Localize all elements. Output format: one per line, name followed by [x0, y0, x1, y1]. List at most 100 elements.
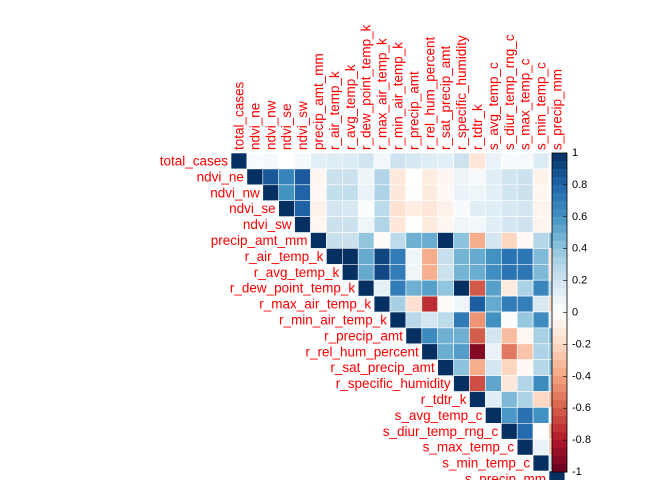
cell-r_air_temp_k-r_rel_hum_percent: [421, 248, 438, 265]
cell-r_air_temp_k-s_min_temp_c: [532, 248, 550, 265]
cell-r_sat_precip_amt-s_diur_temp_rng_c: [500, 359, 518, 376]
cell-total_cases-r_air_temp_k: [326, 152, 343, 170]
colorbar-segment: [552, 296, 567, 305]
cell-r_tdtr_k-r_tdtr_k: [469, 391, 486, 408]
row-label-r_max_air_temp_k: r_max_air_temp_k: [259, 297, 371, 312]
column-label-s_max_temp_c: s_max_temp_c: [518, 58, 533, 150]
cell-r_precip_amt-s_max_temp_c: [516, 327, 534, 345]
column-label-r_rel_hum_percent: r_rel_hum_percent: [422, 36, 437, 150]
colorbar-segment: [552, 376, 567, 385]
colorbar-segment: [552, 256, 567, 265]
row-label-r_air_temp_k: r_air_temp_k: [245, 249, 324, 264]
cell-ndvi_ne-r_avg_temp_k: [341, 168, 359, 186]
row-label-r_precip_amt: r_precip_amt: [324, 328, 403, 343]
cell-r_precip_amt-r_specific_humidity: [453, 327, 470, 345]
cell-r_avg_temp_k-r_tdtr_k: [469, 263, 486, 281]
cell-total_cases-s_min_temp_c: [532, 152, 550, 170]
cell-r_avg_temp_k-r_specific_humidity: [453, 263, 470, 281]
cell-ndvi_sw-r_dew_point_temp_k: [357, 216, 375, 233]
cell-ndvi_nw-ndvi_se: [278, 184, 295, 202]
cell-ndvi_nw-s_min_temp_c: [532, 184, 550, 202]
cell-r_max_air_temp_k-r_sat_precip_amt: [437, 295, 454, 313]
cell-r_sat_precip_amt-r_specific_humidity: [453, 359, 470, 376]
cell-r_specific_humidity-s_avg_temp_c: [485, 375, 502, 392]
colorbar-tick-label: 0.2: [572, 275, 587, 287]
cell-r_avg_temp_k-s_diur_temp_rng_c: [500, 263, 518, 281]
cell-total_cases-ndvi_ne: [246, 152, 264, 170]
cell-ndvi_sw-r_sat_precip_amt: [437, 216, 454, 233]
cell-ndvi_sw-s_max_temp_c: [516, 216, 534, 233]
colorbar-segment: [552, 304, 567, 313]
cell-ndvi_sw-r_precip_amt: [405, 216, 423, 233]
cell-ndvi_se-r_max_air_temp_k: [373, 200, 391, 217]
cell-r_dew_point_temp_k-r_min_air_temp_k: [389, 279, 407, 297]
cell-ndvi_sw-s_avg_temp_c: [485, 216, 502, 233]
colorbar-segment: [552, 240, 567, 249]
cell-total_cases-r_tdtr_k: [469, 152, 486, 170]
cell-r_air_temp_k-s_avg_temp_c: [485, 248, 502, 265]
row-label-r_min_air_temp_k: r_min_air_temp_k: [279, 312, 387, 327]
colorbar-segment: [552, 456, 567, 465]
row-label-r_rel_hum_percent: r_rel_hum_percent: [305, 344, 419, 359]
cell-r_air_temp_k-r_avg_temp_k: [341, 248, 359, 265]
row-label-ndvi_ne: ndvi_ne: [197, 169, 244, 184]
cell-r_air_temp_k-r_min_air_temp_k: [389, 248, 407, 265]
row-label-r_specific_humidity: r_specific_humidity: [336, 376, 451, 391]
cell-ndvi_se-r_specific_humidity: [453, 200, 470, 217]
cell-r_avg_temp_k-s_avg_temp_c: [485, 263, 502, 281]
cell-ndvi_ne-r_air_temp_k: [326, 168, 343, 186]
cell-r_precip_amt-s_min_temp_c: [532, 327, 550, 345]
cell-ndvi_nw-r_dew_point_temp_k: [357, 184, 375, 202]
cell-r_rel_hum_percent-r_tdtr_k: [469, 343, 486, 360]
cell-ndvi_se-r_precip_amt: [405, 200, 423, 217]
cell-precip_amt_mm-r_min_air_temp_k: [389, 232, 407, 249]
cell-r_min_air_temp_k-s_max_temp_c: [516, 311, 534, 329]
colorbar-segment: [552, 192, 567, 202]
row-label-ndvi_se: ndvi_se: [229, 201, 276, 216]
cell-ndvi_nw-precip_amt_mm: [310, 184, 327, 202]
cell-precip_amt_mm-r_dew_point_temp_k: [357, 232, 375, 249]
cell-ndvi_nw-r_rel_hum_percent: [421, 184, 438, 202]
cell-ndvi_nw-r_air_temp_k: [326, 184, 343, 202]
cell-ndvi_nw-r_max_air_temp_k: [373, 184, 391, 202]
cell-ndvi_nw-r_precip_amt: [405, 184, 423, 202]
cell-ndvi_ne-r_specific_humidity: [453, 168, 470, 186]
column-label-s_avg_temp_c: s_avg_temp_c: [486, 62, 501, 150]
cell-precip_amt_mm-s_diur_temp_rng_c: [500, 232, 518, 249]
cell-ndvi_se-r_dew_point_temp_k: [357, 200, 375, 217]
cell-precip_amt_mm-r_max_air_temp_k: [373, 232, 391, 249]
colorbar-segment: [552, 216, 567, 226]
cell-ndvi_se-r_tdtr_k: [469, 200, 486, 217]
row-label-s_precip_mm: s_precip_mm: [465, 471, 546, 480]
cell-ndvi_sw-s_diur_temp_rng_c: [500, 216, 518, 233]
cell-ndvi_ne-r_tdtr_k: [469, 168, 486, 186]
colorbar-segment: [552, 440, 567, 449]
colorbar-segment: [552, 424, 567, 433]
row-label-s_diur_temp_rng_c: s_diur_temp_rng_c: [383, 424, 499, 439]
cell-s_max_temp_c-s_min_temp_c: [532, 438, 550, 456]
cell-r_rel_hum_percent-s_min_temp_c: [532, 343, 550, 360]
cell-ndvi_sw-r_max_air_temp_k: [373, 216, 391, 233]
colorbar-segment: [552, 168, 567, 178]
colorbar-segment: [552, 200, 567, 210]
row-label-s_avg_temp_c: s_avg_temp_c: [395, 408, 483, 423]
cell-r_specific_humidity-s_diur_temp_rng_c: [500, 375, 518, 392]
cell-precip_amt_mm-r_rel_hum_percent: [421, 232, 438, 249]
column-label-ndvi_nw: ndvi_nw: [263, 100, 278, 150]
cell-r_tdtr_k-s_avg_temp_c: [485, 391, 502, 408]
colorbar-segment: [552, 448, 567, 457]
cell-precip_amt_mm-r_precip_amt: [405, 232, 423, 249]
cell-r_rel_hum_percent-s_max_temp_c: [516, 343, 534, 360]
row-labels: total_casesndvi_nendvi_nwndvi_sendvi_swp…: [160, 153, 546, 480]
cell-r_air_temp_k-r_air_temp_k: [326, 248, 343, 265]
cell-total_cases-ndvi_nw: [262, 152, 279, 170]
colorbar-tick-label: -0.2: [572, 338, 591, 350]
colorbar-segment: [552, 153, 567, 162]
cell-precip_amt_mm-r_avg_temp_k: [341, 232, 359, 249]
row-label-ndvi_sw: ndvi_sw: [243, 217, 292, 232]
colorbar-segment: [552, 232, 567, 242]
cell-ndvi_nw-s_diur_temp_rng_c: [500, 184, 518, 202]
colorbar-segment: [552, 288, 567, 297]
column-label-total_cases: total_cases: [231, 81, 246, 150]
cell-ndvi_nw-r_sat_precip_amt: [437, 184, 454, 202]
